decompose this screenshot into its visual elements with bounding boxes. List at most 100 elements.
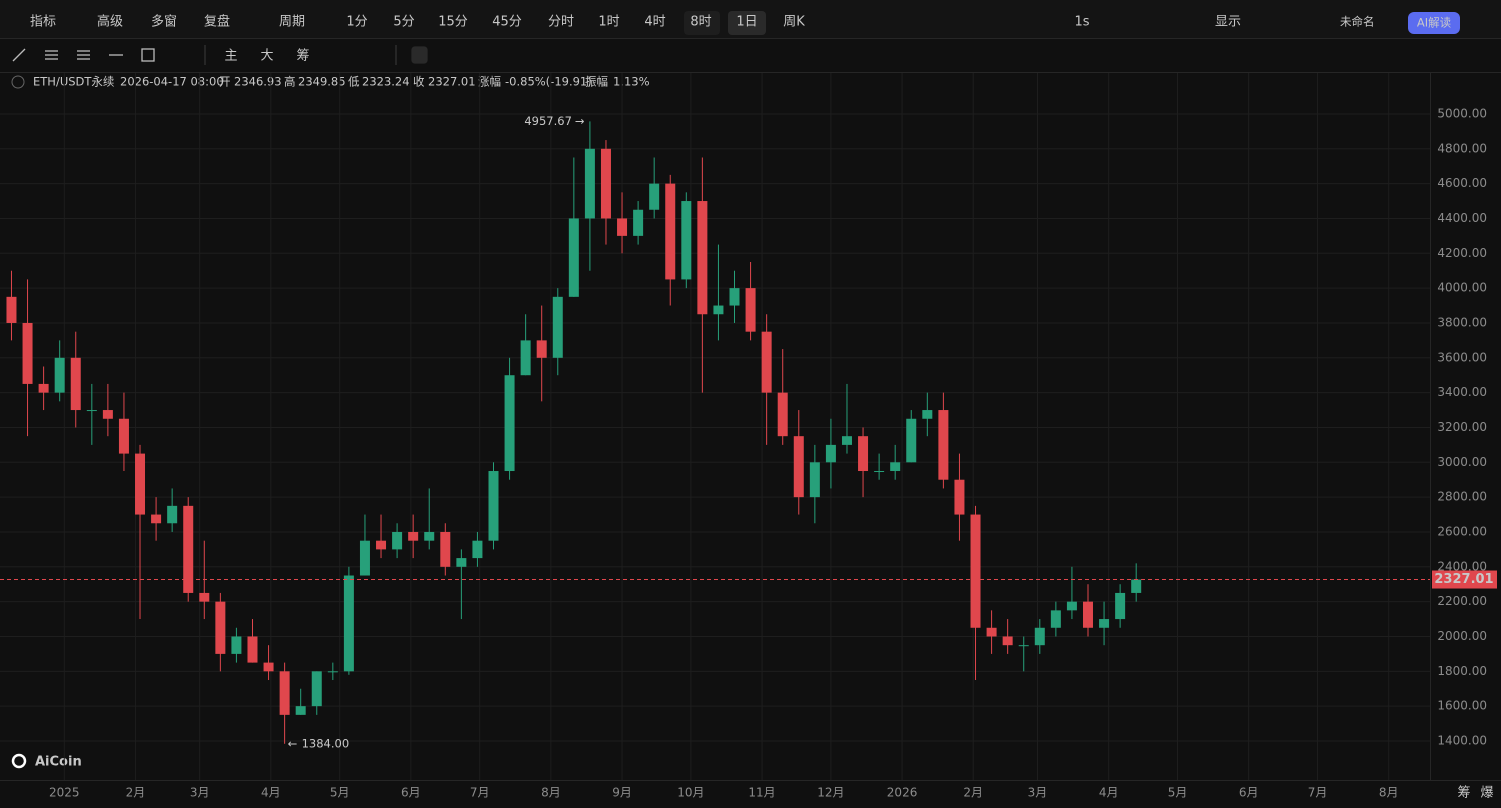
toolbar-button[interactable]: 高级	[97, 14, 123, 30]
x-tick-label: 6月	[401, 786, 421, 800]
y-tick-label: 4800.00	[1437, 141, 1487, 155]
candle-body	[102, 410, 113, 419]
candle-body	[359, 540, 370, 576]
candle-body	[231, 636, 242, 654]
toolbar-button[interactable]: 复盘	[204, 14, 230, 30]
candle-body	[343, 575, 354, 672]
y-tick-label: 5000.00	[1437, 106, 1487, 120]
candle-body	[376, 540, 387, 550]
candle-body	[1082, 601, 1093, 628]
candle-body	[617, 218, 628, 236]
bottom-button[interactable]: 爆	[1480, 786, 1493, 801]
speed-button: 1s	[1074, 15, 1089, 30]
candle-body	[6, 296, 17, 323]
x-tick-label: 6月	[1239, 786, 1259, 800]
candle-body	[552, 296, 563, 358]
candle-body	[906, 418, 917, 463]
indicator-button: 主	[224, 49, 237, 64]
y-tick-label: 3400.00	[1437, 385, 1487, 399]
candle-body	[793, 436, 804, 498]
interval-button: 4时	[644, 15, 665, 30]
logo: AiCoin	[35, 755, 82, 770]
ai-button-bg[interactable]	[1408, 12, 1460, 34]
candle-body	[665, 183, 676, 280]
info-label: 涨幅	[478, 75, 501, 89]
interval-button: 8时	[690, 15, 711, 30]
info-value: 2323.24	[362, 75, 410, 89]
last-price-label: 2327.01	[1434, 572, 1493, 587]
candle-body	[1066, 601, 1077, 611]
candle-body	[311, 671, 322, 707]
x-tick-label: 2月	[126, 786, 146, 800]
x-tick-label: 11月	[748, 786, 775, 800]
y-tick-label: 3800.00	[1437, 315, 1487, 329]
x-tick-label: 3月	[190, 786, 210, 800]
candle-body	[649, 183, 660, 210]
x-tick-label: 7月	[1308, 786, 1328, 800]
toolbar-button[interactable]: 多窗	[151, 14, 177, 30]
candle-body	[151, 514, 162, 524]
candle-body	[520, 340, 531, 376]
candle-body	[22, 322, 33, 384]
candle-body	[472, 540, 483, 559]
y-tick-label: 1400.00	[1437, 733, 1487, 747]
candle-body	[1131, 579, 1142, 593]
info-value: 2349.85	[298, 75, 346, 89]
x-tick-label: 2026	[887, 786, 918, 800]
y-tick-label: 3200.00	[1437, 420, 1487, 434]
candle-body	[633, 209, 644, 236]
x-tick-label: 3月	[1028, 786, 1048, 800]
drawing-icons	[12, 45, 428, 65]
x-tick-label: 7月	[470, 786, 490, 800]
candle-body	[488, 471, 499, 541]
candle-body	[809, 462, 820, 498]
interval-button: 1分	[346, 15, 367, 30]
candle-body	[424, 531, 435, 541]
candle-body	[86, 410, 97, 412]
y-tick-label: 4400.00	[1437, 211, 1487, 225]
arrow: →	[575, 114, 585, 128]
logo-icon	[11, 753, 27, 769]
interval-button: 15分	[438, 15, 468, 30]
indicator-button: 大	[260, 49, 273, 64]
collapse-icon[interactable]	[11, 75, 25, 89]
candle-body	[584, 148, 595, 219]
max-label: 4957.67	[524, 114, 572, 128]
time: 2026-04-17 08:00	[120, 75, 224, 89]
y-tick-label: 4200.00	[1437, 246, 1487, 260]
candle-body	[1018, 645, 1029, 647]
y-tick-label: 1800.00	[1437, 664, 1487, 678]
candle-body	[70, 357, 81, 411]
active-interval-bg	[728, 11, 766, 35]
candle-body	[38, 383, 49, 393]
y-tick-label: 3000.00	[1437, 455, 1487, 469]
interval-button: 1时	[598, 15, 619, 30]
x-tick-label: 5月	[1168, 786, 1188, 800]
candle-body	[1002, 636, 1013, 646]
info-value: 1.13%	[613, 75, 650, 89]
candle-body	[761, 331, 772, 393]
candle-body	[118, 418, 129, 454]
candle-body	[327, 671, 338, 673]
interval-button: 5分	[393, 15, 414, 30]
y-tick-label: 2400.00	[1437, 559, 1487, 573]
candle-body	[600, 148, 611, 219]
toolbar-button[interactable]: 指标	[30, 15, 56, 30]
candle-body	[729, 288, 740, 306]
candle-body	[841, 436, 852, 445]
ai-button: AI解读	[1417, 16, 1452, 30]
interval-button: 周K	[783, 15, 805, 30]
info-label: 低	[348, 75, 360, 89]
x-tick-label: 12月	[817, 786, 844, 800]
y-tick-label: 2200.00	[1437, 594, 1487, 608]
y-tick-label: 2000.00	[1437, 629, 1487, 643]
candle-body	[440, 531, 451, 567]
candle-body	[215, 601, 226, 654]
interval-button: 45分	[492, 15, 522, 30]
bottom-button[interactable]: 筹	[1457, 785, 1470, 801]
candle-body	[890, 462, 901, 472]
candle-body	[970, 514, 981, 628]
y-tick-label: 4600.00	[1437, 176, 1487, 190]
